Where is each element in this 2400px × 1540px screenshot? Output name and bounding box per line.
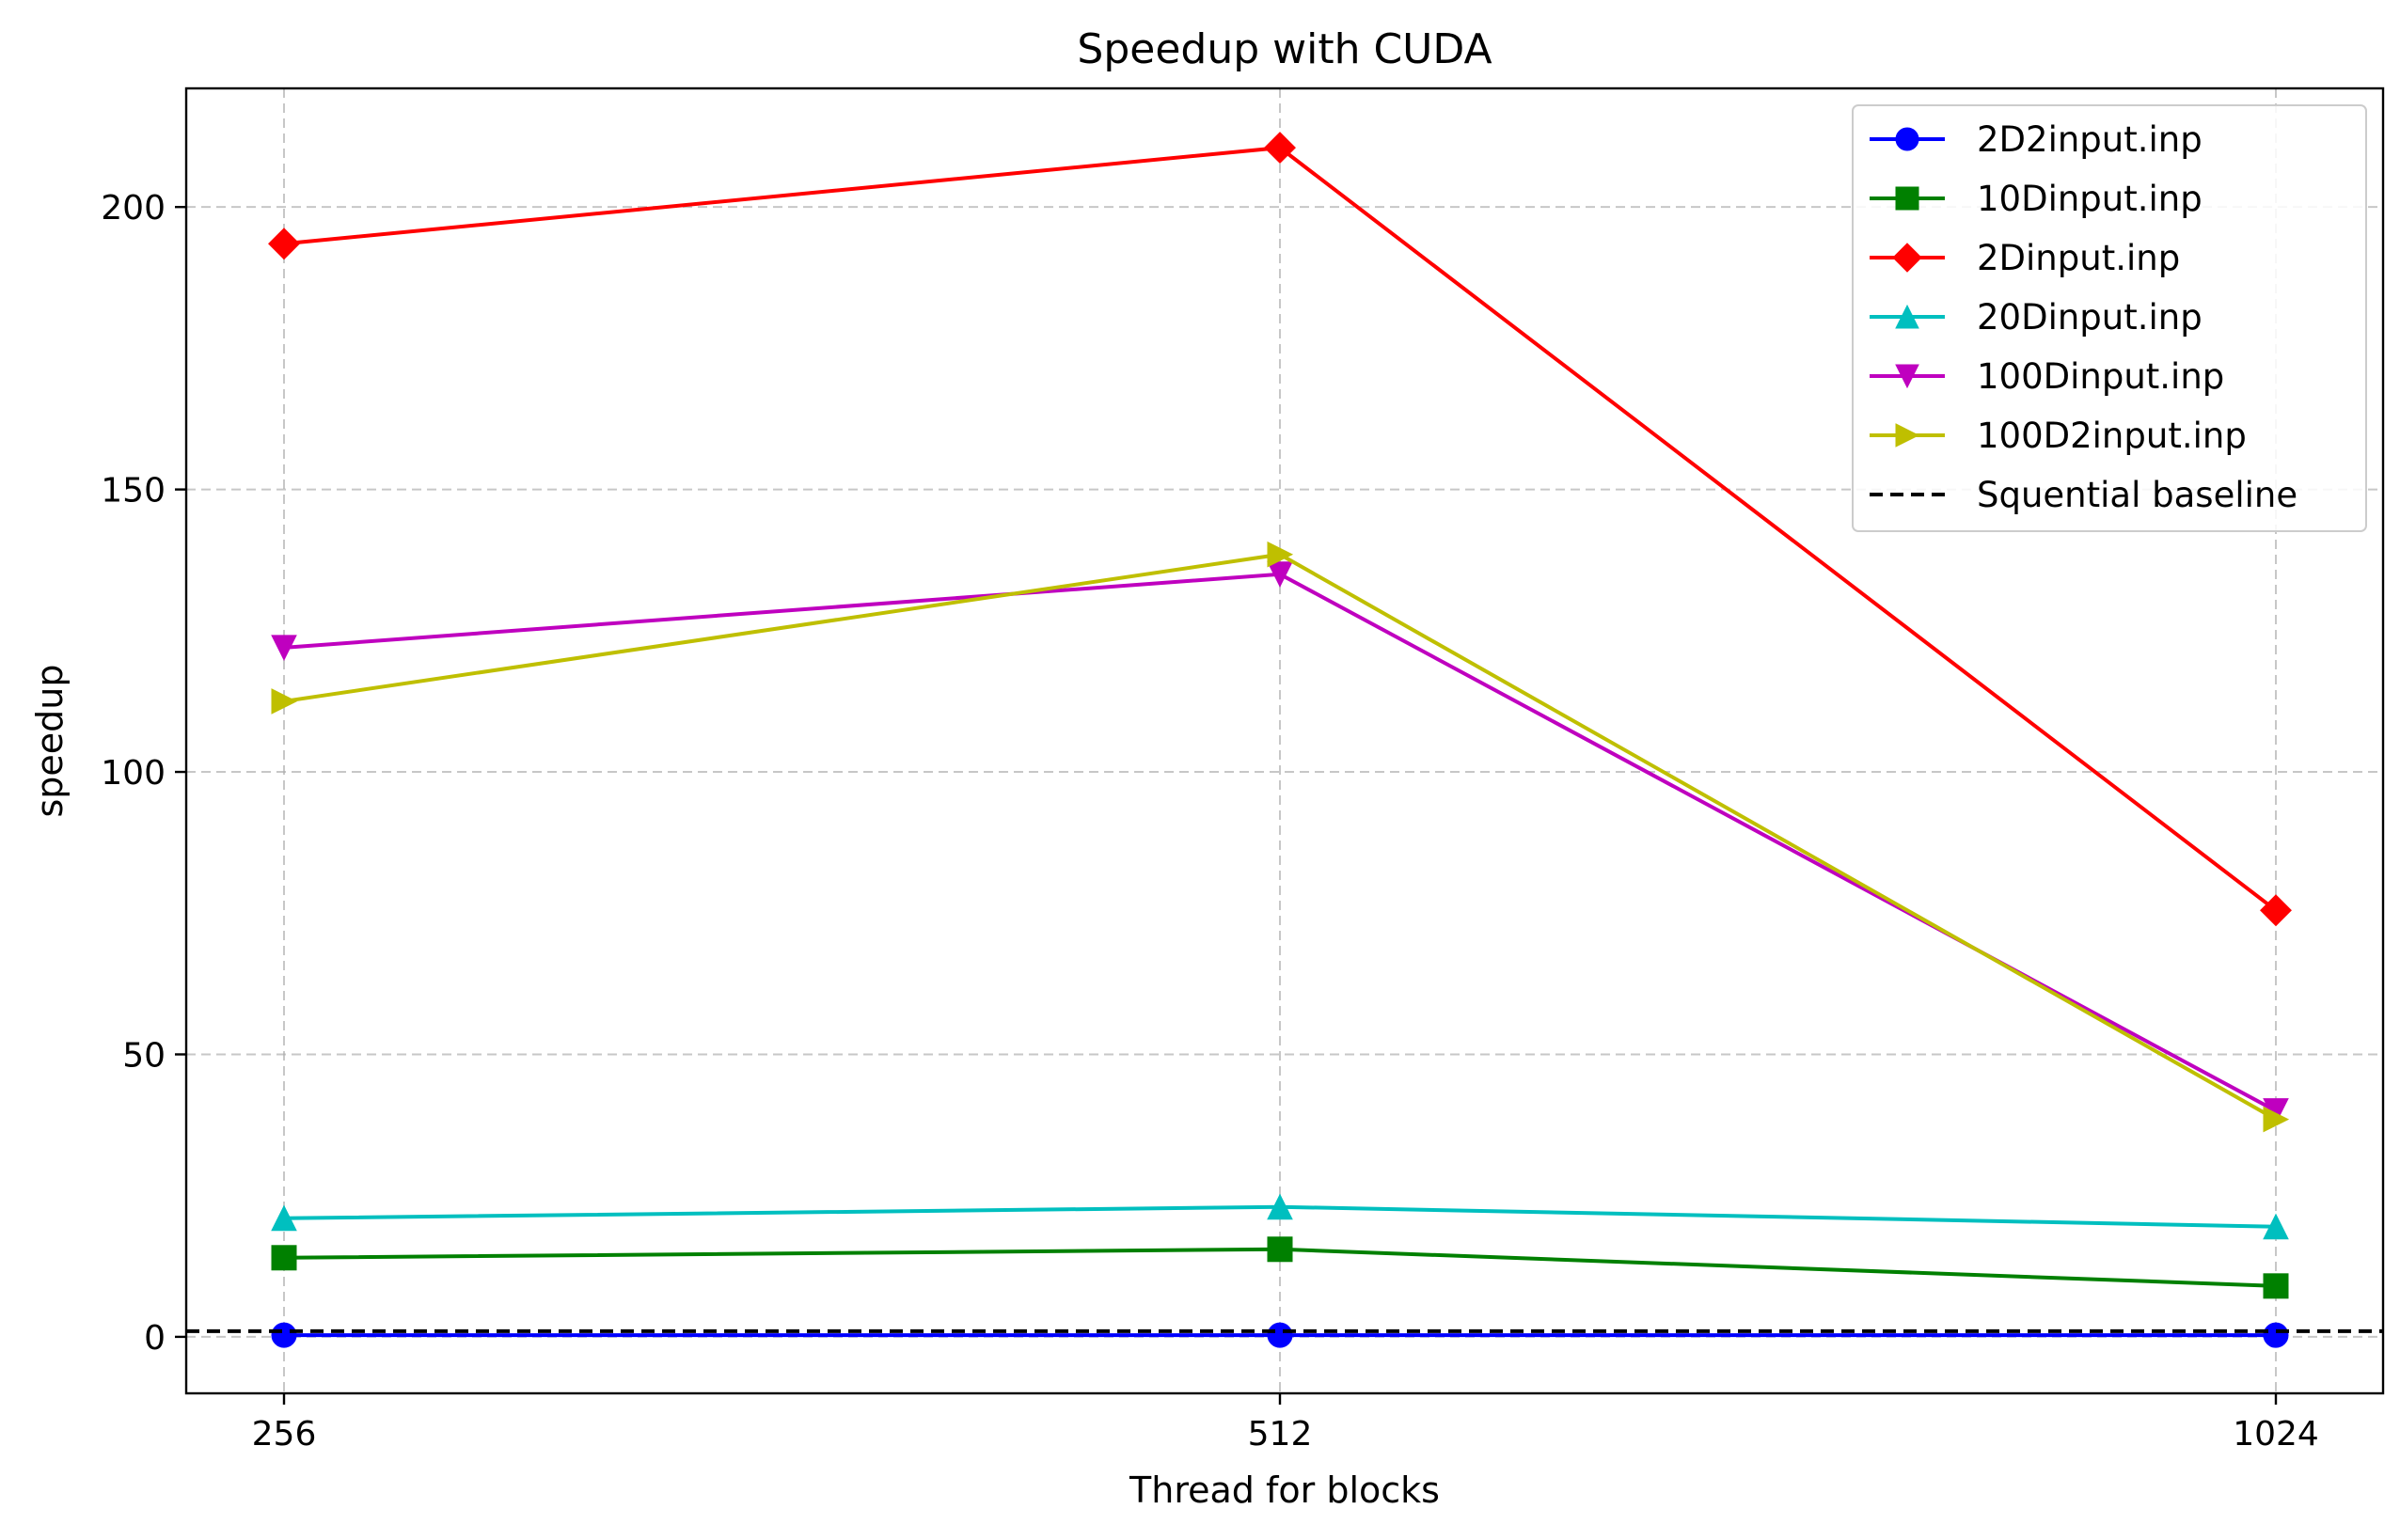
data-point-triangle-right: [271, 688, 298, 715]
y-tick-label: 0: [144, 1319, 166, 1358]
legend-entry: 100D2input.inp: [1870, 416, 2247, 456]
data-point-triangle-up: [271, 1204, 297, 1232]
data-point-triangle-down: [271, 635, 297, 661]
y-tick-label: 200: [101, 189, 166, 228]
data-point-triangle-right: [2263, 1106, 2290, 1133]
data-point-square: [1895, 186, 1919, 211]
data-point-triangle-right: [1267, 541, 1294, 568]
legend-label: 20Dinput.inp: [1977, 297, 2203, 338]
y-axis-label: speedup: [29, 664, 71, 817]
data-point-square: [271, 1245, 297, 1271]
x-axis-label: Thread for blocks: [1129, 1469, 1440, 1511]
legend-label: 2D2input.inp: [1977, 119, 2203, 160]
series-10Dinput.inp: [271, 1236, 2289, 1299]
legend-label: 100Dinput.inp: [1977, 356, 2224, 397]
data-point-circle: [1267, 1322, 1293, 1348]
legend-entry: Squential baseline: [1870, 475, 2297, 515]
x-tick-label: 256: [252, 1415, 317, 1454]
chart-title: Speedup with CUDA: [1077, 25, 1492, 73]
series-2D2input.inp: [271, 1322, 2289, 1348]
x-tick-label: 1024: [2233, 1415, 2319, 1454]
x-tick-label: 512: [1248, 1415, 1313, 1454]
data-point-square: [1267, 1236, 1293, 1263]
legend-entry: 2D2input.inp: [1870, 119, 2203, 160]
data-point-square: [2263, 1273, 2289, 1299]
legend-entry: 100Dinput.inp: [1870, 356, 2224, 397]
data-point-diamond: [2260, 894, 2292, 927]
data-point-triangle-up: [2263, 1213, 2289, 1240]
y-tick-label: 150: [101, 472, 166, 511]
legend-entry: 20Dinput.inp: [1870, 297, 2203, 338]
data-point-triangle-up: [1267, 1193, 1293, 1220]
y-tick-label: 50: [122, 1036, 166, 1075]
data-point-triangle-down: [1895, 364, 1919, 389]
plot-frame: [184, 86, 2385, 1395]
y-tick-label: 100: [101, 754, 166, 793]
axes: 256 512 1024 0 50 100 150 200: [101, 189, 2319, 1454]
series-20Dinput.inp: [271, 1193, 2289, 1240]
data-point-circle: [271, 1322, 297, 1348]
data-point-circle: [1895, 127, 1919, 151]
data-point-triangle-down: [1267, 561, 1293, 588]
legend-label: 10Dinput.inp: [1977, 179, 2203, 219]
legend-box: [1852, 104, 2367, 532]
data-point-triangle-up: [1895, 304, 1919, 329]
data-point-circle: [2263, 1322, 2289, 1348]
data-point-triangle-right: [1895, 423, 1920, 448]
legend-label: Squential baseline: [1977, 475, 2297, 515]
legend-entry: 2Dinput.inp: [1870, 238, 2180, 278]
data-point-diamond: [1264, 132, 1296, 165]
legend: 2D2input.inp 10Dinput.inp 2Dinput.inp 20Din…: [1852, 104, 2367, 532]
data-point-diamond: [268, 228, 300, 260]
series-2Dinput.inp: [268, 132, 2292, 927]
series-100D2input.inp: [271, 541, 2290, 1133]
data-point-diamond: [1892, 243, 1922, 273]
legend-label: 2Dinput.inp: [1977, 238, 2180, 278]
legend-label: 100D2input.inp: [1977, 416, 2247, 456]
legend-entry: 10Dinput.inp: [1870, 179, 2203, 219]
series-layer: [186, 132, 2383, 1348]
